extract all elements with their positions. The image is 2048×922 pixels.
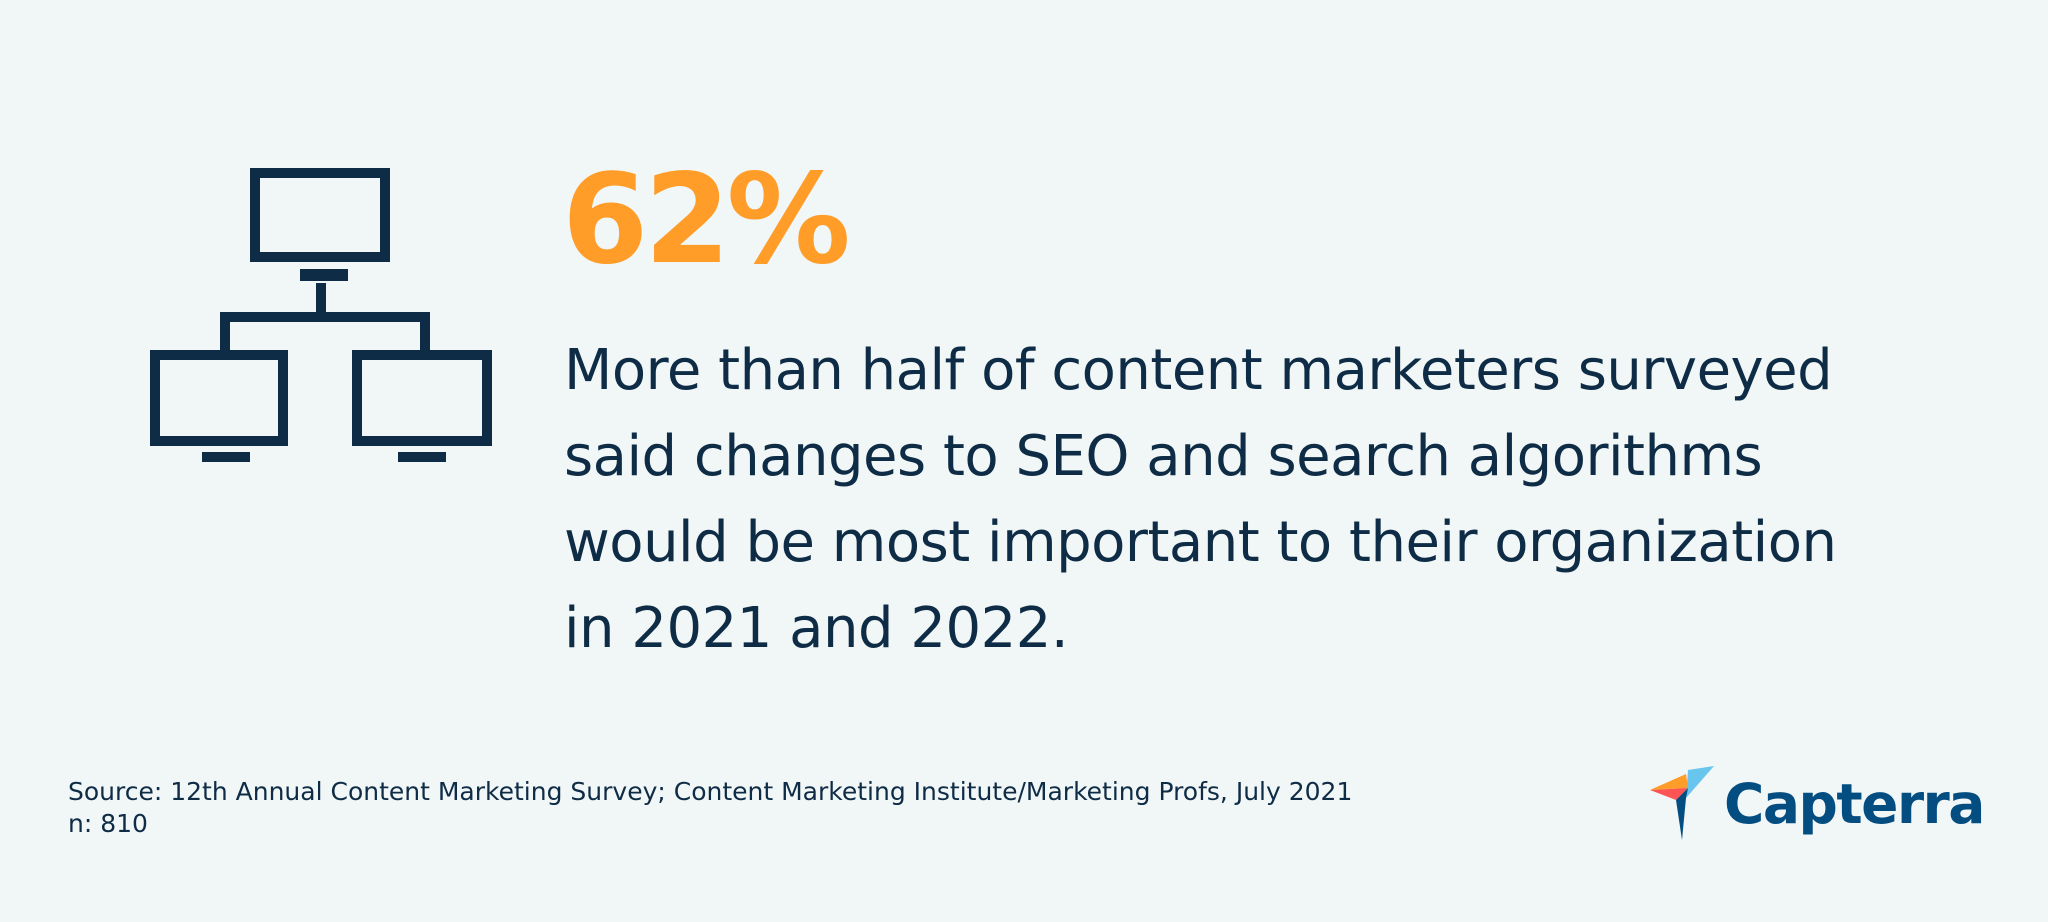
top-monitor-stand <box>300 269 348 281</box>
top-monitor <box>250 168 390 262</box>
footer: Source: 12th Annual Content Marketing Su… <box>68 776 1352 840</box>
capterra-logo: Capterra <box>1648 764 1985 844</box>
left-monitor-stand <box>202 452 250 462</box>
stat-description: More than half of content marketers surv… <box>564 328 2004 672</box>
description-line: More than half of content marketers surv… <box>564 338 1833 403</box>
right-monitor <box>352 350 492 446</box>
description-line: said changes to SEO and search algorithm… <box>564 424 1763 489</box>
capterra-wordmark: Capterra <box>1724 772 1985 836</box>
network-connector <box>220 283 430 355</box>
computer-network-icon <box>150 168 492 462</box>
description-line: in 2021 and 2022. <box>564 596 1069 661</box>
right-monitor-stand <box>398 452 446 462</box>
description-line: would be most important to their organiz… <box>564 510 1837 575</box>
capterra-arrow-icon <box>1650 766 1714 840</box>
sample-size-text: n: 810 <box>68 809 148 838</box>
source-text: Source: 12th Annual Content Marketing Su… <box>68 777 1353 806</box>
stat-percentage: 62% <box>562 148 851 292</box>
left-monitor <box>150 350 288 446</box>
